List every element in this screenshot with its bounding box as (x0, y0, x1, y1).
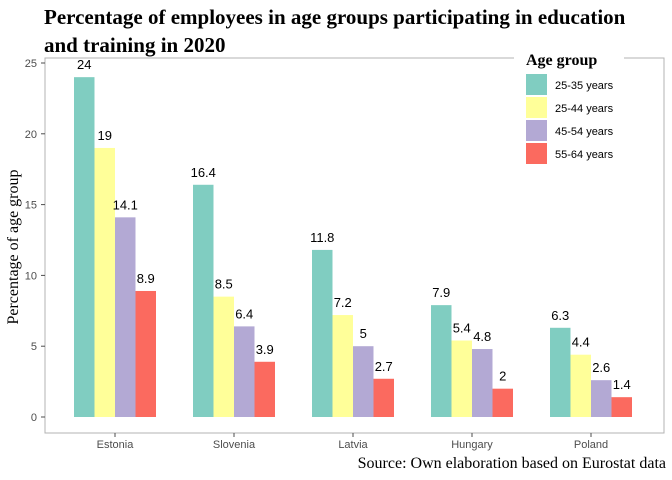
bar (591, 380, 612, 417)
data-label: 6.4 (235, 306, 253, 321)
legend-swatch (526, 143, 547, 164)
bar (74, 77, 95, 417)
data-label: 19 (98, 128, 112, 143)
legend-swatch (526, 120, 547, 141)
y-tick-label: 5 (31, 341, 37, 353)
bar (115, 217, 136, 417)
data-label: 3.9 (256, 342, 274, 357)
data-label: 4.8 (473, 329, 491, 344)
bar (570, 354, 591, 417)
bar (550, 327, 571, 417)
data-label: 4.4 (572, 335, 590, 350)
legend-swatch (526, 74, 547, 95)
bar (94, 147, 115, 417)
x-tick-label: Slovenia (213, 439, 256, 451)
data-label: 6.3 (551, 308, 569, 323)
bar (492, 388, 513, 417)
chart-title: Percentage of employees in age groups pa… (44, 5, 626, 57)
data-label: 5.4 (453, 321, 471, 336)
x-tick-label: Estonia (97, 439, 135, 451)
bar (254, 361, 275, 417)
x-tick-label: Hungary (451, 439, 493, 451)
bar (611, 397, 632, 417)
bar (213, 296, 234, 417)
y-tick-label: 20 (25, 129, 37, 141)
legend-label: 55-64 years (555, 149, 614, 161)
data-label: 5 (360, 326, 367, 341)
legend-background (514, 48, 624, 68)
bar (332, 315, 353, 417)
data-label: 11.8 (310, 230, 334, 245)
data-label: 16.4 (191, 165, 216, 180)
legend: Age group 25-35 years 25-44 years 45-54 yea… (514, 48, 624, 164)
bar (431, 305, 452, 417)
bars-layer (74, 77, 632, 417)
data-label: 2.6 (592, 360, 610, 375)
bar (312, 249, 333, 417)
legend-label: 25-44 years (555, 103, 614, 115)
bar (234, 326, 255, 417)
data-label: 7.2 (334, 295, 352, 310)
data-label: 8.9 (137, 271, 155, 286)
bar (353, 346, 374, 417)
legend-label: 45-54 years (555, 126, 614, 138)
source-caption: Source: Own elaboration based on Eurosta… (357, 455, 666, 472)
bar (472, 349, 493, 417)
y-tick-label: 10 (25, 270, 37, 282)
data-label: 14.1 (113, 197, 138, 212)
legend-title: Age group (526, 52, 597, 69)
x-tick-label: Poland (574, 439, 608, 451)
bar (193, 184, 214, 417)
x-tick-label: Latvia (338, 439, 368, 451)
bar (135, 290, 156, 417)
bar (451, 340, 472, 417)
y-tick-label: 15 (25, 200, 37, 212)
data-label: 8.5 (215, 277, 233, 292)
y-tick-label: 0 (31, 412, 37, 424)
data-label: 2 (499, 369, 506, 384)
data-label: 1.4 (613, 377, 631, 392)
data-label: 24 (77, 57, 91, 72)
bar (373, 378, 394, 417)
legend-label: 25-35 years (555, 80, 614, 92)
labels-layer: 24 19 14.1 8.9 16.4 8.56.4 3.9 11.8 7.2 5 2.7 7.9 5.… (77, 57, 631, 392)
data-label: 2.7 (375, 359, 393, 374)
data-label: 7.9 (432, 285, 450, 300)
y-tick-label: 25 (25, 58, 37, 70)
legend-swatch (526, 97, 547, 118)
plot-panel-border (44, 57, 665, 434)
